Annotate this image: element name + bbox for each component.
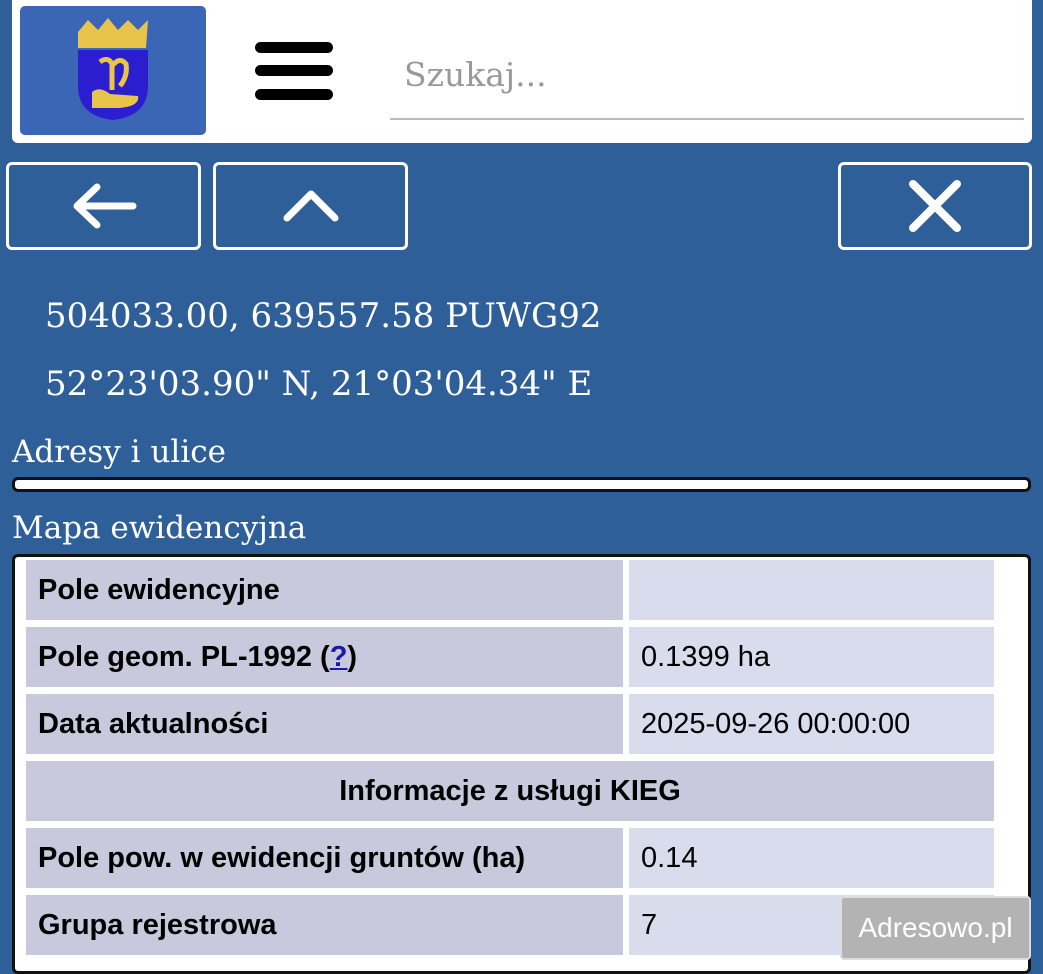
label-text: Pole geom. PL-1992 ( bbox=[38, 640, 330, 673]
row-label: Pole geom. PL-1992 (?) bbox=[26, 627, 623, 687]
search-input[interactable] bbox=[390, 30, 1024, 120]
row-label: Pole ewidencyjne bbox=[26, 560, 623, 620]
row-value: 0.14 bbox=[629, 828, 994, 888]
section-map[interactable]: Mapa ewidencyjna bbox=[12, 510, 307, 546]
coat-of-arms-icon bbox=[78, 18, 148, 120]
table-row: Grupa rejestrowa 7 bbox=[26, 895, 994, 955]
map-info-panel: Pole ewidencyjne Pole geom. PL-1992 (?) 0… bbox=[12, 554, 1031, 974]
help-link[interactable]: ? bbox=[329, 640, 348, 673]
table-row: Informacje z usługi KIEG bbox=[26, 761, 994, 821]
table-row: Pole pow. w ewidencji gruntów (ha) 0.14 bbox=[26, 828, 994, 888]
row-label: Data aktualności bbox=[26, 694, 623, 754]
coordinates-puwg: 504033.00, 639557.58 PUWG92 bbox=[45, 296, 602, 336]
coordinates-wgs: 52°23'03.90" N, 21°03'04.34" E bbox=[45, 364, 593, 404]
row-value: 0.1399 ha bbox=[629, 627, 994, 687]
label-text: ) bbox=[347, 640, 358, 673]
section-addresses[interactable]: Adresy i ulice bbox=[12, 434, 226, 470]
addresses-panel bbox=[12, 477, 1031, 492]
close-icon bbox=[909, 180, 961, 232]
parcel-table: Pole ewidencyjne Pole geom. PL-1992 (?) 0… bbox=[20, 553, 1000, 962]
table-row: Pole geom. PL-1992 (?) 0.1399 ha bbox=[26, 627, 994, 687]
chevron-up-icon bbox=[283, 190, 338, 222]
row-value bbox=[629, 560, 994, 620]
watermark: Adresowo.pl bbox=[840, 896, 1031, 960]
row-value: 2025-09-26 00:00:00 bbox=[629, 694, 994, 754]
logo[interactable] bbox=[20, 6, 206, 135]
table-row: Data aktualności 2025-09-26 00:00:00 bbox=[26, 694, 994, 754]
hamburger-menu-icon[interactable] bbox=[255, 42, 333, 100]
up-button[interactable] bbox=[213, 162, 408, 250]
back-button[interactable] bbox=[6, 162, 201, 250]
header bbox=[12, 0, 1032, 143]
close-button[interactable] bbox=[838, 162, 1032, 250]
arrow-left-icon bbox=[73, 183, 136, 229]
kieg-header: Informacje z usługi KIEG bbox=[26, 761, 994, 821]
row-label: Pole pow. w ewidencji gruntów (ha) bbox=[26, 828, 623, 888]
table-row: Pole ewidencyjne bbox=[26, 560, 994, 620]
row-label: Grupa rejestrowa bbox=[26, 895, 623, 955]
